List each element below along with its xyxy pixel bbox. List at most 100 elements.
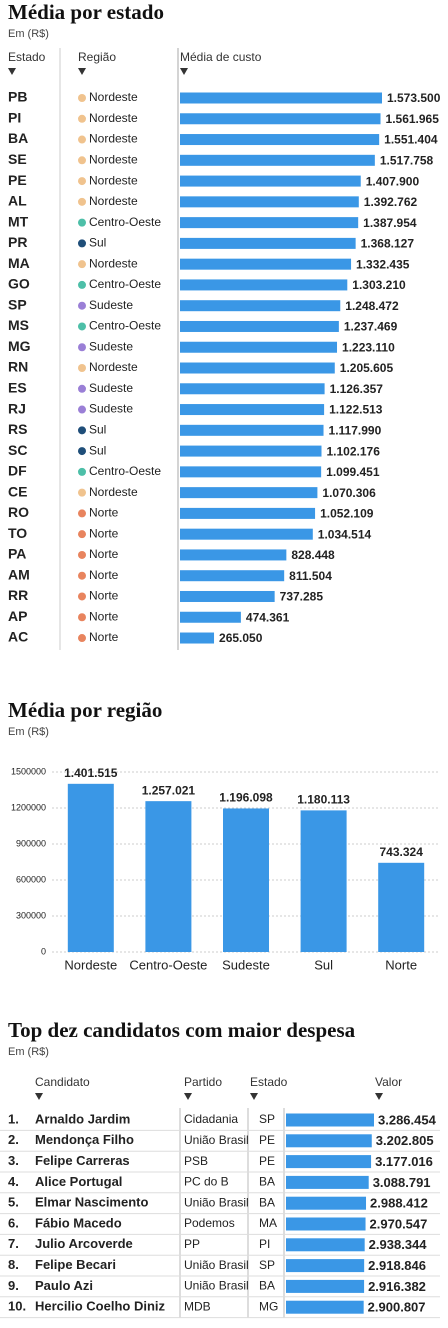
region-label: Nordeste	[89, 360, 138, 374]
bar	[180, 466, 322, 478]
state-label: MA	[8, 255, 30, 271]
column-header: Região	[78, 50, 116, 64]
party: União Brasil	[184, 1195, 249, 1209]
state-label: PB	[8, 89, 27, 105]
value-label: 1.034.514	[318, 527, 372, 541]
candidate-name: Fábio Macedo	[35, 1215, 122, 1230]
region-label: Norte	[89, 547, 119, 561]
value-label: 1.196.098	[219, 791, 273, 805]
value-label: 265.050	[219, 631, 263, 645]
bar	[180, 217, 359, 229]
region-label: Sudeste	[89, 381, 133, 395]
value-label: 2.988.412	[370, 1196, 428, 1211]
region-label: Norte	[89, 630, 119, 644]
bar	[286, 1196, 367, 1210]
column-header: Estado	[8, 50, 46, 64]
rank: 8.	[8, 1257, 19, 1272]
state: PE	[259, 1154, 275, 1168]
bar	[286, 1113, 374, 1127]
value-label: 1.332.435	[356, 257, 410, 271]
region-dot	[78, 426, 86, 435]
sort-arrow	[375, 1093, 383, 1100]
bar	[180, 632, 215, 644]
region-dot	[78, 550, 86, 559]
value-label: 1.257.021	[142, 783, 196, 797]
value-label: 1.248.472	[345, 299, 399, 313]
value-label: 3.286.454	[378, 1112, 437, 1127]
party: MDB	[184, 1299, 211, 1313]
region-label: Nordeste	[89, 132, 138, 146]
bar	[180, 487, 318, 499]
y-tick-label: 900000	[16, 838, 46, 848]
state-label: RO	[8, 504, 29, 520]
value-label: 1.392.762	[364, 195, 418, 209]
bar	[180, 237, 356, 249]
region-dot	[78, 280, 86, 289]
bar	[300, 810, 347, 952]
candidate-name: Alice Portugal	[35, 1174, 122, 1189]
bar	[180, 113, 381, 125]
state-label: CE	[8, 483, 27, 499]
state-label: RN	[8, 359, 28, 375]
value-label: 1.070.306	[322, 486, 376, 500]
value-label: 2.918.846	[368, 1258, 426, 1273]
y-tick-label: 600000	[16, 874, 46, 884]
state-label: BA	[8, 130, 28, 146]
value-label: 1.368.127	[361, 237, 415, 251]
region-dot	[78, 530, 86, 539]
x-tick-label: Nordeste	[64, 957, 117, 972]
value-label: 1.517.758	[380, 153, 434, 167]
bar	[180, 611, 241, 623]
bar	[180, 445, 322, 457]
bar	[223, 808, 269, 952]
sort-arrow	[78, 68, 86, 75]
state: PE	[259, 1133, 275, 1147]
region-dot	[78, 260, 86, 269]
region-label: Centro-Oeste	[89, 319, 161, 333]
state: SP	[259, 1112, 275, 1126]
sort-arrow	[8, 68, 16, 75]
candidate-name: Julio Arcoverde	[35, 1236, 133, 1251]
party: União Brasil	[184, 1279, 249, 1293]
value-label: 1.401.515	[64, 766, 118, 780]
region-dot	[78, 613, 86, 622]
region-dot	[78, 364, 86, 373]
bar	[180, 341, 338, 353]
rank: 7.	[8, 1236, 19, 1251]
region-dot	[78, 94, 86, 102]
party: Cidadania	[184, 1112, 238, 1126]
bar	[180, 362, 335, 374]
state: BA	[259, 1279, 275, 1293]
bar	[180, 507, 316, 519]
state-label: AL	[8, 193, 27, 209]
party: Podemos	[184, 1216, 235, 1230]
region-dot	[78, 177, 86, 186]
value-label: 743.324	[380, 845, 424, 859]
candidate-name: Mendonça Filho	[35, 1132, 134, 1147]
state-label: MG	[8, 338, 31, 354]
column-header: Valor	[375, 1075, 402, 1089]
value-label: 2.916.382	[368, 1279, 426, 1294]
value-label: 3.177.016	[375, 1154, 433, 1169]
bar	[180, 300, 341, 312]
region-dot	[78, 114, 86, 123]
bar	[286, 1217, 366, 1231]
value-label: 811.504	[289, 569, 332, 583]
state-label: PI	[8, 109, 21, 125]
state-label: RJ	[8, 400, 26, 416]
region-label: Norte	[89, 526, 119, 540]
candidate-name: Paulo Azi	[35, 1278, 93, 1293]
rank: 5.	[8, 1195, 19, 1210]
region-label: Sudeste	[89, 339, 133, 353]
bar	[180, 549, 287, 561]
state-label: ES	[8, 379, 27, 395]
candidate-name: Felipe Carreras	[35, 1153, 130, 1168]
column-header: Estado	[250, 1075, 288, 1089]
region-dot	[78, 447, 86, 456]
bar	[286, 1175, 369, 1189]
bar	[67, 783, 114, 952]
y-tick-label: 0	[41, 946, 46, 956]
state-label: MT	[8, 213, 29, 229]
section-subtitle: Em (R$)	[8, 28, 49, 40]
region-label: Centro-Oeste	[89, 215, 161, 229]
